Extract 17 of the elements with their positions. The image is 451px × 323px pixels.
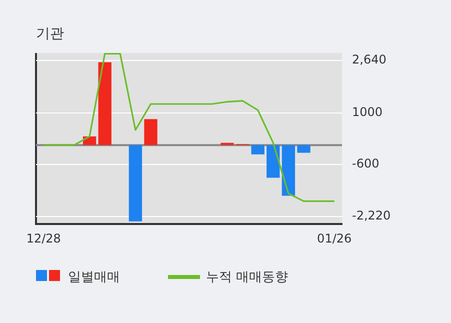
legend-label: 일별매매 [68,269,120,286]
bar [266,145,280,178]
y-tick-label: -2,220 [352,208,391,222]
y-tick-label: 1000 [352,105,383,120]
y-tick-label: 2,640 [352,52,386,67]
chart-title: 기관 [36,25,64,43]
x-tick-label: 12/28 [26,231,61,246]
bar [297,145,310,153]
y-tick-label: -600 [352,156,380,170]
x-tick-label: 01/26 [317,231,352,246]
legend-label: 누적 매매동향 [206,269,288,286]
bar [251,145,264,154]
bar [98,62,112,146]
bar [128,145,142,222]
bar [144,119,158,146]
bar [282,145,296,196]
bar [220,142,234,146]
